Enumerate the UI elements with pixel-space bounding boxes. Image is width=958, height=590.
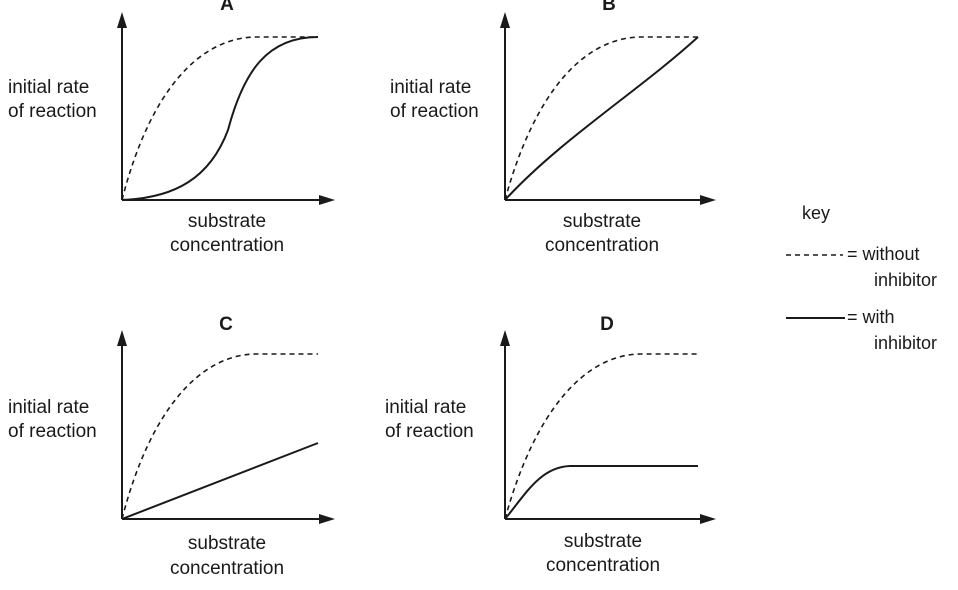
panel-b: B initial rate of reaction substrate con… (390, 0, 716, 256)
x-axis-arrow (319, 195, 335, 205)
y-axis-arrow (500, 330, 510, 346)
key-with-label-line-2: inhibitor (874, 333, 937, 353)
curve-without-inhibitor (121, 353, 318, 520)
x-axis-arrow (700, 195, 716, 205)
curve-with-inhibitor (121, 36, 319, 201)
y-axis-arrow (117, 12, 127, 28)
x-axis-label-line-2: concentration (546, 555, 660, 576)
y-axis-label-line-1: initial rate (385, 397, 466, 418)
curve-with-inhibitor (504, 36, 699, 201)
key-without-label-line-2: inhibitor (874, 270, 937, 290)
panel-letter-a: A (220, 0, 234, 15)
key-with-label-line-1: = with (847, 307, 895, 327)
x-axis-label-line-1: substrate (563, 211, 641, 232)
y-axis-label-line-2: of reaction (8, 421, 97, 442)
x-axis-arrow (319, 514, 335, 524)
y-axis-label-line-1: initial rate (8, 397, 89, 418)
y-axis-label-line-1: initial rate (390, 77, 471, 98)
curve-with-inhibitor (121, 442, 319, 520)
x-axis-label-line-2: concentration (170, 235, 284, 256)
x-axis-arrow (700, 514, 716, 524)
panel-d: D initial rate of reaction substrate con… (385, 314, 716, 576)
panel-letter-d: D (600, 314, 614, 335)
y-axis-label-line-1: initial rate (8, 77, 89, 98)
panel-c: C initial rate of reaction substrate con… (8, 314, 335, 579)
panel-a: A initial rate of reaction substrate con… (8, 0, 335, 256)
x-axis-label-line-1: substrate (188, 211, 266, 232)
key-without-label-line-1: = without (847, 244, 920, 264)
y-axis-arrow (500, 12, 510, 28)
panel-letter-c: C (219, 314, 233, 335)
key-title: key (802, 203, 830, 223)
curve-without-inhibitor (121, 36, 318, 201)
panel-letter-b: B (602, 0, 616, 15)
y-axis-label-line-2: of reaction (385, 421, 474, 442)
curve-without-inhibitor (504, 353, 698, 520)
key: key = without inhibitor = with inhibitor (786, 203, 937, 353)
y-axis-label-line-2: of reaction (390, 101, 479, 122)
curve-with-inhibitor (504, 465, 698, 520)
x-axis-label-line-2: concentration (545, 235, 659, 256)
x-axis-label-line-2: concentration (170, 558, 284, 579)
x-axis-label-line-1: substrate (564, 531, 642, 552)
x-axis-label-line-1: substrate (188, 533, 266, 554)
y-axis-arrow (117, 330, 127, 346)
y-axis-label-line-2: of reaction (8, 101, 97, 122)
